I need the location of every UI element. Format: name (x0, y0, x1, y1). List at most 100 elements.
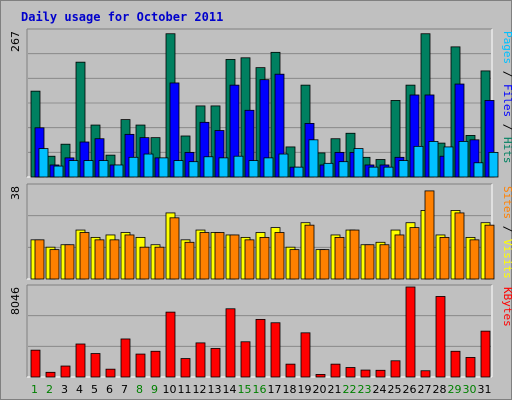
bar-kbytes-day-25 (390, 360, 401, 378)
day-label-23: 23 (358, 383, 372, 396)
ymax-label: 267 (9, 31, 22, 52)
bar-kbytes-day-29 (450, 350, 461, 378)
series-label-pages: Pages (501, 31, 512, 64)
bar-pages-day-20 (323, 162, 334, 178)
day-label-11: 11 (178, 383, 192, 396)
ymax-label: 38 (9, 186, 22, 200)
bar-sites-day-25 (394, 234, 405, 280)
bar-sites-day-17 (274, 232, 285, 280)
panel-2: 38 Sites / Visits (9, 183, 512, 280)
day-label-2: 2 (46, 383, 53, 396)
ymax-label: 8046 (9, 287, 22, 315)
bar-kbytes-day-8 (135, 353, 146, 378)
bar-kbytes-day-30 (465, 357, 476, 378)
day-label-14: 14 (223, 383, 237, 396)
bar-kbytes-day-9 (150, 350, 161, 378)
bar-sites-day-2 (49, 249, 60, 280)
bar-sites-day-22 (349, 229, 360, 280)
series-label-hits: Hits (501, 137, 512, 164)
series-label-separator: / (501, 117, 512, 137)
day-label-10: 10 (163, 383, 177, 396)
day-label-27: 27 (418, 383, 432, 396)
bar-pages-day-26 (413, 145, 424, 178)
day-label-21: 21 (328, 383, 342, 396)
bar-sites-day-24 (379, 244, 390, 280)
day-label-20: 20 (313, 383, 327, 396)
bar-pages-day-25 (398, 160, 409, 178)
day-label-3: 3 (61, 383, 68, 396)
bar-pages-day-21 (338, 161, 349, 178)
series-labels: Pages / Files / Hits (501, 31, 512, 164)
bar-kbytes-day-11 (180, 358, 191, 378)
day-label-7: 7 (121, 383, 128, 396)
bar-kbytes-day-10 (165, 311, 176, 378)
bar-kbytes-day-3 (60, 365, 71, 378)
day-label-28: 28 (433, 383, 447, 396)
day-label-19: 19 (298, 383, 312, 396)
bar-pages-day-30 (473, 162, 484, 178)
bar-pages-day-18 (293, 166, 304, 178)
bar-sites-day-3 (64, 244, 75, 280)
bar-kbytes-day-23 (360, 369, 371, 378)
bar-pages-day-19 (308, 139, 319, 178)
bar-kbytes-day-13 (210, 348, 221, 378)
bar-sites-day-28 (439, 236, 450, 280)
day-label-24: 24 (373, 383, 387, 396)
bar-kbytes-day-22 (345, 367, 356, 378)
bar-pages-day-15 (248, 160, 259, 178)
bar-kbytes-day-14 (225, 308, 236, 378)
day-label-31: 31 (478, 383, 492, 396)
bar-pages-day-16 (263, 157, 274, 178)
bar-pages-day-24 (383, 166, 394, 178)
day-label-9: 9 (151, 383, 158, 396)
bar-kbytes-day-2 (45, 371, 56, 378)
day-label-22: 22 (343, 383, 357, 396)
bar-pages-day-27 (428, 141, 439, 178)
bar-kbytes-day-28 (435, 296, 446, 378)
day-label-12: 12 (193, 383, 207, 396)
series-label-files: Files (501, 84, 512, 117)
day-label-4: 4 (76, 383, 83, 396)
bar-sites-day-5 (94, 239, 105, 280)
bar-kbytes-day-26 (405, 286, 416, 378)
bar-sites-day-31 (484, 224, 495, 280)
bar-kbytes-day-12 (195, 342, 206, 378)
bar-sites-day-15 (244, 239, 255, 280)
bar-sites-day-14 (229, 234, 240, 280)
bar-pages-day-12 (203, 156, 214, 178)
day-label-8: 8 (136, 383, 143, 396)
bar-sites-day-9 (154, 246, 165, 280)
bar-sites-day-13 (214, 232, 225, 280)
bar-sites-day-19 (304, 224, 315, 280)
bar-pages-day-11 (188, 161, 199, 178)
bar-sites-day-11 (184, 241, 195, 280)
day-label-15: 15 (238, 383, 252, 396)
bar-kbytes-day-24 (375, 369, 386, 378)
series-labels: KBytes (501, 287, 512, 327)
bar-kbytes-day-20 (315, 374, 326, 378)
bar-pages-day-1 (38, 148, 49, 178)
bar-pages-day-14 (233, 155, 244, 178)
bar-sites-day-1 (34, 239, 45, 280)
bar-sites-day-30 (469, 239, 480, 280)
bar-pages-day-10 (173, 160, 184, 178)
day-label-29: 29 (448, 383, 462, 396)
panel-1: 267 Pages / Files / Hits (9, 28, 512, 178)
series-label-sites: Sites (501, 186, 512, 219)
bar-kbytes-day-6 (105, 368, 116, 378)
bar-pages-day-29 (458, 141, 469, 178)
panel-3: 8046 KBytes (9, 284, 512, 378)
day-label-18: 18 (283, 383, 297, 396)
series-label-separator: / (501, 219, 512, 239)
bar-sites-day-27 (424, 190, 435, 280)
bar-sites-day-26 (409, 227, 420, 280)
bar-pages-day-17 (278, 153, 289, 178)
bar-kbytes-day-21 (330, 363, 341, 378)
bar-pages-day-7 (128, 156, 139, 178)
bar-sites-day-29 (454, 212, 465, 280)
bar-sites-day-20 (319, 249, 330, 280)
bar-kbytes-day-5 (90, 353, 101, 378)
day-label-17: 17 (268, 383, 282, 396)
